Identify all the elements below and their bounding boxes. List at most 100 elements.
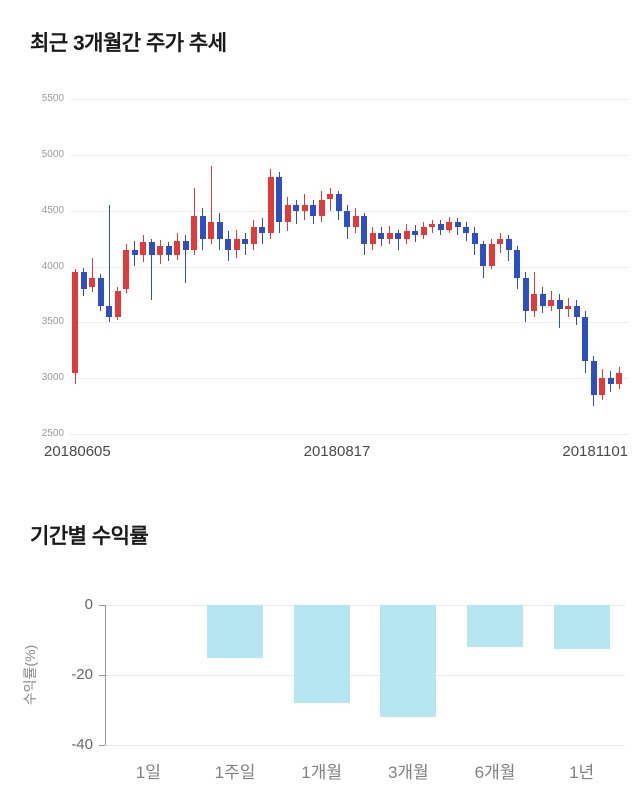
candle-body-up bbox=[403, 230, 410, 239]
x-category-label: 1주일 bbox=[214, 763, 256, 782]
candle-body-down bbox=[437, 224, 444, 230]
candle-body-up bbox=[114, 291, 121, 317]
candle-body-up bbox=[301, 205, 308, 211]
candle-body-up bbox=[352, 216, 359, 228]
y-tick-label: 4000 bbox=[41, 260, 64, 272]
candle-body-up bbox=[420, 227, 427, 236]
y-tick-mark bbox=[99, 675, 105, 676]
return-bar bbox=[207, 605, 263, 658]
returns-bar-chart: 0 -20 -40 1일 1주일 1개월 3개월 6개월 1년 수익률(%) bbox=[0, 560, 640, 810]
candle-body-up bbox=[89, 277, 95, 287]
candle-body-up bbox=[318, 199, 325, 217]
candle-body-up bbox=[386, 233, 393, 239]
candle-body-up bbox=[429, 224, 435, 228]
candle-wick-down bbox=[108, 205, 110, 323]
gridline bbox=[105, 675, 625, 676]
candle-body-up bbox=[191, 216, 197, 250]
candle-wick-down bbox=[559, 294, 560, 328]
y-tick-label: -20 bbox=[71, 666, 93, 683]
candle-body-up bbox=[369, 233, 376, 245]
candle-wick-up bbox=[329, 188, 331, 211]
y-tick-label: 2500 bbox=[41, 428, 64, 439]
candle-body-down bbox=[590, 361, 597, 395]
candle-wick-down bbox=[151, 238, 152, 300]
candle-body-up bbox=[267, 177, 274, 233]
candle-wick-down bbox=[185, 235, 186, 284]
candle-body-down bbox=[259, 227, 265, 233]
returns-chart-title: 기간별 수익률 bbox=[30, 525, 149, 548]
candle-body-down bbox=[165, 246, 172, 256]
price-candlestick-chart: 5500 5000 4500 4000 3500 3000 2500 20180605 2018… bbox=[0, 85, 640, 475]
y-tick-label: 3500 bbox=[41, 316, 64, 328]
candle-body-up bbox=[233, 238, 240, 250]
candle-body-up bbox=[72, 272, 78, 373]
candle-body-down bbox=[361, 216, 367, 245]
return-bar bbox=[553, 605, 610, 649]
x-category-label: 1일 bbox=[135, 763, 161, 782]
candle-body-down bbox=[480, 244, 486, 267]
candle-body-down bbox=[582, 316, 588, 362]
x-category-label: 1개월 bbox=[301, 763, 343, 782]
candle-body-down bbox=[310, 205, 316, 217]
candle-body-down bbox=[505, 238, 512, 250]
gridline bbox=[70, 266, 628, 268]
candle-body-up bbox=[446, 221, 452, 230]
candle-wick-up bbox=[210, 166, 212, 245]
candle-body-down bbox=[276, 177, 282, 222]
return-bar bbox=[380, 605, 437, 717]
y-tick-label: 4500 bbox=[41, 204, 64, 216]
candle-body-up bbox=[250, 227, 257, 245]
candle-body-up bbox=[174, 240, 180, 256]
y-tick-label: 5000 bbox=[41, 148, 64, 160]
candle-body-up bbox=[488, 244, 495, 267]
candle-body-up bbox=[284, 205, 291, 222]
candle-body-down bbox=[293, 205, 299, 211]
gridline bbox=[70, 99, 628, 100]
candle-body-down bbox=[378, 233, 384, 239]
candle-body-up bbox=[208, 221, 214, 239]
candle-body-down bbox=[539, 294, 546, 306]
candle-body-down bbox=[344, 210, 350, 228]
candle-body-down bbox=[216, 221, 223, 239]
gridline bbox=[70, 322, 628, 324]
candle-body-up bbox=[140, 241, 146, 256]
y-tick-label: 0 bbox=[84, 596, 93, 613]
candle-body-down bbox=[463, 227, 469, 233]
candle-body-up bbox=[123, 249, 129, 289]
candle-body-down bbox=[335, 193, 342, 211]
candle-body-down bbox=[97, 277, 104, 306]
x-category-label: 3개월 bbox=[387, 763, 429, 782]
candle-body-down bbox=[242, 238, 248, 245]
candle-body-down bbox=[573, 305, 580, 317]
candle-body-down bbox=[556, 300, 563, 309]
gridline bbox=[70, 378, 628, 380]
candle-body-up bbox=[497, 238, 503, 245]
y-tick-label: 5500 bbox=[41, 93, 64, 104]
gridline bbox=[105, 745, 625, 746]
return-bar bbox=[293, 605, 350, 703]
candle-body-down bbox=[607, 378, 614, 384]
x-axis-label-start: 20180605 bbox=[44, 443, 111, 460]
price-chart-title: 최근 3개월간 주가 추세 bbox=[30, 32, 227, 55]
candle-wick-down bbox=[295, 199, 297, 225]
y-tick-mark bbox=[99, 745, 105, 746]
candle-body-down bbox=[131, 249, 138, 256]
candle-body-up bbox=[531, 294, 537, 312]
candle-body-down bbox=[412, 230, 418, 236]
candle-wick-down bbox=[397, 229, 399, 250]
x-axis-label-middle: 20180817 bbox=[303, 443, 371, 460]
candle-body-down bbox=[225, 238, 231, 250]
y-axis-title: 수익률(%) bbox=[22, 644, 38, 706]
candle-body-down bbox=[522, 277, 529, 312]
gridline bbox=[105, 605, 625, 606]
candle-body-up bbox=[565, 305, 571, 309]
candle-body-up bbox=[157, 246, 163, 256]
candle-wick-down bbox=[244, 233, 246, 256]
y-tick-mark bbox=[99, 605, 105, 606]
x-category-label: 6개월 bbox=[474, 763, 516, 782]
x-axis-label-end: 20181101 bbox=[562, 443, 628, 460]
candle-body-up bbox=[616, 372, 622, 384]
candle-body-up bbox=[548, 300, 554, 306]
candle-body-up bbox=[327, 193, 333, 200]
